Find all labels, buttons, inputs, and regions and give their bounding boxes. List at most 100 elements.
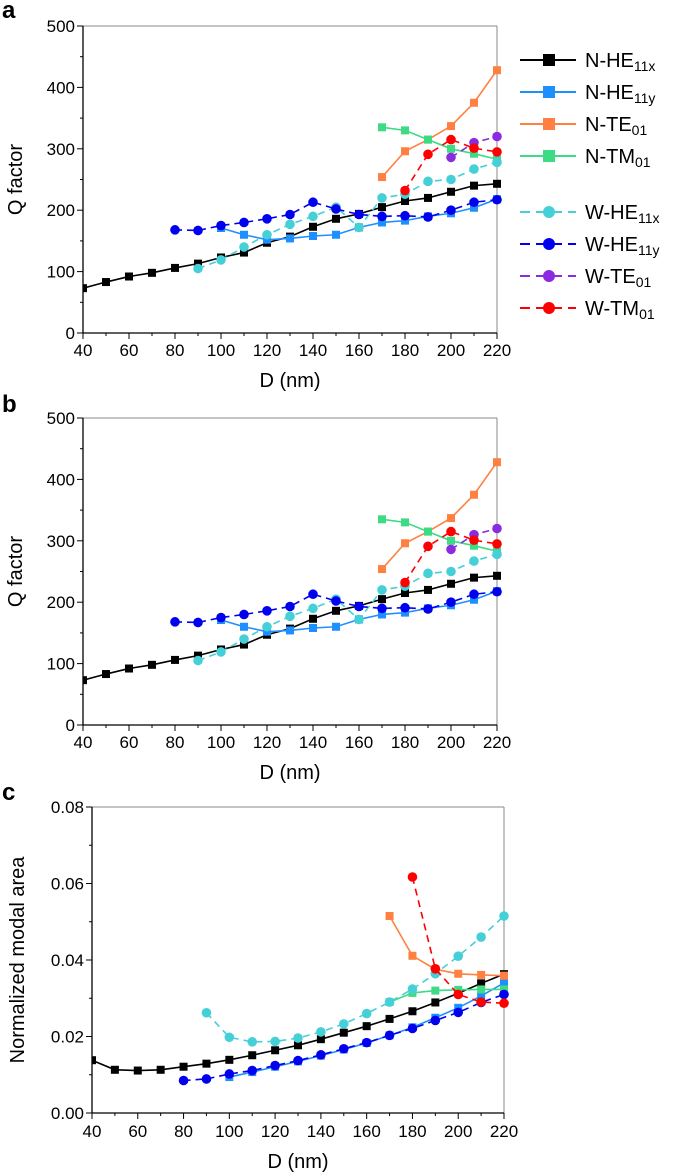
- data-point: [125, 664, 133, 673]
- x-tick-label: 120: [253, 341, 281, 360]
- legend-label: W-TE01: [585, 266, 652, 290]
- x-tick-label: 160: [345, 733, 373, 752]
- data-point: [424, 193, 432, 202]
- data-point: [408, 1007, 417, 1016]
- x-tick-label: 60: [120, 341, 139, 360]
- legend-marker: [543, 238, 555, 250]
- data-point: [308, 589, 318, 600]
- x-tick-label: 100: [207, 733, 235, 752]
- x-tick-label: 180: [391, 341, 419, 360]
- x-axis-title: D (nm): [259, 762, 320, 784]
- legend-marker: [543, 270, 555, 282]
- data-point: [308, 211, 318, 222]
- data-point: [499, 989, 509, 1000]
- data-point: [384, 997, 395, 1007]
- series-N-TM01: [378, 515, 501, 556]
- data-point: [401, 196, 409, 205]
- data-point: [470, 541, 478, 550]
- legend-label: W-HE11x: [585, 202, 660, 226]
- data-point: [492, 549, 502, 560]
- data-point: [332, 622, 340, 631]
- data-point: [424, 135, 432, 144]
- data-point: [170, 617, 180, 627]
- y-tick-label: 0: [66, 324, 75, 343]
- data-point: [477, 985, 486, 994]
- x-tick-label: 40: [83, 1122, 102, 1141]
- y-tick-label: 400: [47, 78, 75, 97]
- series-line: [411, 876, 505, 1005]
- data-point: [470, 573, 478, 582]
- data-point: [469, 535, 479, 545]
- data-point: [401, 539, 409, 548]
- data-point: [492, 147, 502, 157]
- y-tick-label: 0.04: [51, 951, 84, 970]
- data-point: [171, 655, 179, 664]
- series-line: [404, 530, 498, 583]
- data-point: [309, 222, 317, 231]
- series-N-TE01: [385, 912, 508, 980]
- y-tick-label: 500: [47, 17, 75, 36]
- data-point: [431, 998, 440, 1007]
- data-point: [400, 210, 410, 221]
- series-line: [205, 915, 505, 1043]
- series-W-HE11x: [193, 549, 502, 666]
- x-tick-label: 80: [174, 1122, 193, 1141]
- data-point: [240, 230, 248, 239]
- data-point: [401, 147, 409, 156]
- data-point: [332, 214, 340, 223]
- data-point: [423, 568, 433, 579]
- data-point: [294, 1041, 302, 1050]
- data-point: [447, 536, 455, 545]
- legend-label-main: N-TE: [585, 114, 632, 136]
- data-point: [470, 181, 478, 190]
- legend-marker: [543, 54, 555, 66]
- data-point: [446, 526, 456, 537]
- y-tick-label: 0.06: [51, 875, 84, 894]
- legend-marker: [543, 118, 555, 130]
- data-point: [469, 143, 479, 153]
- data-point: [407, 1023, 418, 1034]
- data-point: [239, 634, 249, 644]
- data-point: [125, 272, 133, 281]
- data-point: [193, 617, 203, 628]
- panel-label: a: [2, 0, 16, 24]
- x-tick-label: 60: [120, 733, 139, 752]
- legend-label-sub: 11y: [634, 90, 656, 106]
- series-W-TM01: [407, 872, 509, 1009]
- legend-label-sub: 11y: [638, 242, 660, 258]
- data-point: [400, 602, 410, 613]
- data-point: [361, 1008, 372, 1019]
- data-point: [423, 604, 433, 614]
- data-point: [378, 173, 386, 182]
- data-point: [424, 527, 432, 536]
- data-point: [377, 585, 387, 595]
- x-tick-label: 200: [437, 733, 465, 752]
- data-point: [430, 1015, 441, 1026]
- data-point: [492, 523, 502, 534]
- x-tick-label: 180: [398, 1122, 426, 1141]
- y-tick-label: 500: [47, 409, 75, 428]
- x-tick-label: 220: [483, 341, 511, 360]
- data-point: [500, 985, 508, 994]
- data-point: [377, 211, 387, 222]
- legend-label-sub: 01: [639, 306, 655, 322]
- legend-marker: [543, 150, 555, 162]
- series-W-TM01: [400, 526, 502, 588]
- data-point: [308, 603, 318, 614]
- data-point: [316, 1050, 326, 1060]
- x-tick-label: 60: [128, 1122, 147, 1141]
- x-tick-label: 160: [345, 341, 373, 360]
- data-point: [285, 209, 295, 220]
- x-tick-label: 140: [299, 733, 327, 752]
- data-point: [309, 614, 317, 623]
- x-tick-label: 120: [253, 733, 281, 752]
- data-point: [378, 565, 386, 574]
- legend-label: N-HE11y: [585, 82, 655, 106]
- legend-label: N-TE01: [585, 114, 647, 138]
- legend-label-main: W-HE: [585, 234, 638, 256]
- data-point: [271, 1046, 280, 1055]
- data-point: [492, 131, 502, 142]
- data-point: [239, 217, 249, 228]
- data-point: [493, 66, 501, 75]
